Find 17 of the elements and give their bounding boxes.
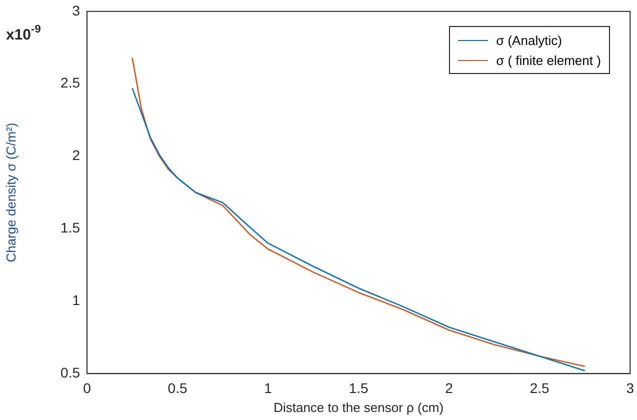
y-tick-label: 1.5: [60, 220, 80, 236]
x-tick-label: 3: [626, 380, 634, 396]
x-axis-title: Distance to the sensor ρ (cm): [274, 400, 444, 415]
y-tick-label: 3: [72, 2, 80, 18]
x-tick-label: 1.5: [348, 380, 368, 396]
x-tick-label: 0.5: [168, 380, 188, 396]
x-tick-label: 1: [264, 380, 272, 396]
x-tick-label: 2: [445, 380, 454, 396]
y-tick-label: 1: [72, 292, 80, 308]
y-tick-label: 2: [72, 147, 80, 164]
y-tick-label: 2.5: [60, 74, 80, 91]
y-tick-label: 0.5: [60, 364, 80, 380]
x-tick-label: 2.5: [530, 380, 550, 396]
legend-label: σ ( finite element ): [496, 52, 601, 68]
y-axis-title: Charge density σ (C/m²): [3, 122, 18, 262]
x-tick-label: 0: [83, 380, 92, 396]
legend-label: σ (Analytic): [496, 32, 562, 48]
